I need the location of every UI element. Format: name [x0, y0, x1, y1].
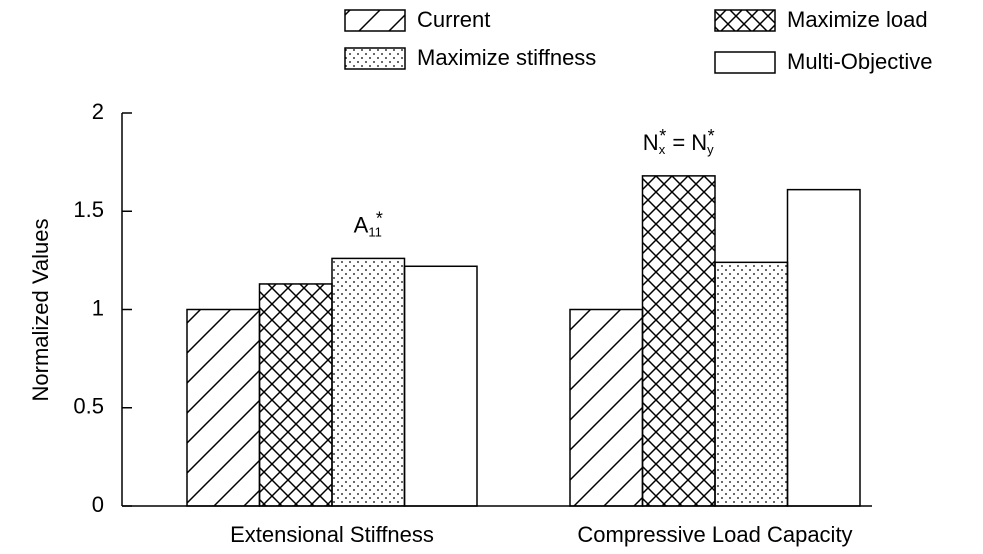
- annotation-part: 11: [368, 225, 382, 240]
- annotation-part: *: [708, 126, 715, 146]
- legend-label: Maximize load: [787, 7, 928, 32]
- bar: [714, 261, 789, 507]
- y-tick-label: 1: [92, 295, 104, 320]
- annotation-part: =: [666, 130, 691, 155]
- annotation-part: N: [691, 130, 707, 155]
- legend-label: Current: [417, 7, 490, 32]
- legend-label: Maximize stiffness: [417, 45, 596, 70]
- annotation-part: y: [707, 142, 714, 157]
- bar: [186, 308, 261, 507]
- x-tick-label: Extensional Stiffness: [230, 522, 434, 547]
- bar: [331, 257, 406, 507]
- legend-swatch: [344, 9, 406, 32]
- y-tick-label: 2: [92, 99, 104, 124]
- legend-swatch: [344, 47, 406, 70]
- y-tick-label: 1.5: [73, 197, 104, 222]
- annotation-part: *: [659, 126, 666, 146]
- annotation-part: N: [643, 130, 659, 155]
- legend-swatch: [714, 9, 776, 32]
- y-tick-label: 0.5: [73, 394, 104, 419]
- bar: [403, 265, 478, 507]
- y-tick-label: 0: [92, 492, 104, 517]
- annotation-part: x: [659, 142, 666, 157]
- annotation: Nx* = Ny*: [643, 126, 715, 158]
- bar: [641, 175, 716, 507]
- y-axis-label: Normalized Values: [28, 218, 53, 401]
- bar: [569, 308, 644, 507]
- annotation-part: A: [354, 212, 369, 237]
- legend-label: Multi-Objective: [787, 49, 932, 74]
- x-tick-label: Compressive Load Capacity: [577, 522, 852, 547]
- legend-swatch: [714, 51, 776, 74]
- bar: [258, 283, 333, 507]
- annotation: A11*: [354, 208, 383, 240]
- annotation-part: *: [376, 208, 383, 228]
- bar: [786, 188, 861, 507]
